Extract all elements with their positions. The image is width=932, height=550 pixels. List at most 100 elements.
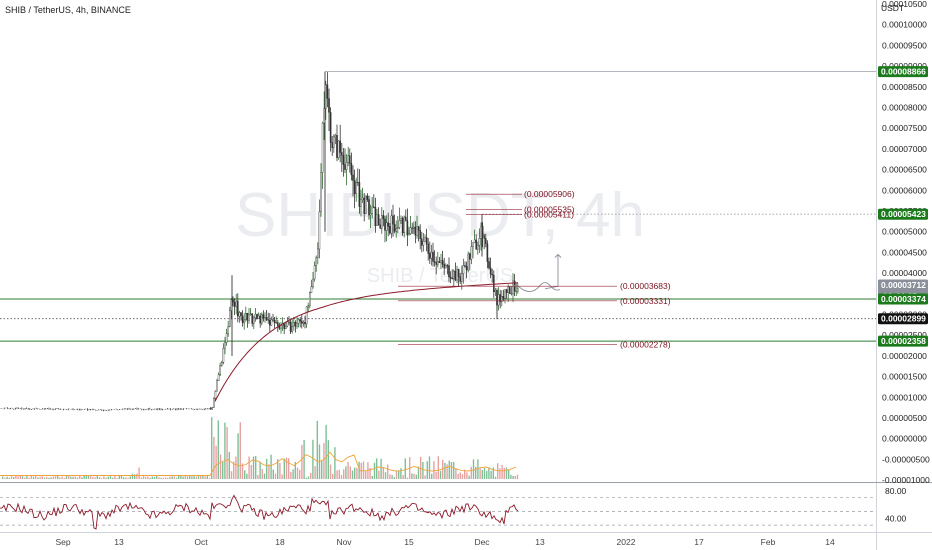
volume-bar xyxy=(118,475,120,479)
candle-body xyxy=(262,314,265,319)
volume-bar xyxy=(266,458,268,479)
volume-bar xyxy=(158,477,160,479)
volume-bar xyxy=(204,476,206,479)
volume-bar xyxy=(37,477,39,479)
currency-label: USDT xyxy=(881,3,904,13)
volume-bar xyxy=(420,456,422,479)
volume-bar xyxy=(186,476,189,479)
volume-bar xyxy=(499,468,501,479)
horizontal-levels[interactable] xyxy=(0,71,876,342)
candle-body xyxy=(377,214,380,226)
candle-body xyxy=(416,226,418,236)
candle-body xyxy=(373,206,375,208)
candle-body xyxy=(217,374,220,381)
volume-bar xyxy=(32,476,35,479)
volume-bar xyxy=(494,476,497,479)
candle-body xyxy=(309,292,311,307)
volume-bar xyxy=(437,456,439,479)
volume-bar xyxy=(28,477,30,479)
time-axis-label: Sep xyxy=(55,537,70,547)
volume-bar xyxy=(116,477,118,479)
candle-body xyxy=(424,237,426,242)
volume-bar xyxy=(512,475,514,479)
volume-bar xyxy=(79,475,81,479)
volume-bar xyxy=(129,476,131,479)
volume-bar xyxy=(120,476,123,479)
candle-body xyxy=(381,215,383,229)
volume-bar xyxy=(54,476,57,479)
candle-body xyxy=(331,142,334,148)
volume-bar xyxy=(312,439,314,479)
candle-body xyxy=(285,326,287,330)
volume-bar xyxy=(52,476,54,479)
time-axis-label: 2022 xyxy=(617,537,636,547)
price-axis-label: 0.00009500 xyxy=(882,40,927,50)
candle-body xyxy=(256,314,258,319)
time-axis[interactable]: Sep 13 Oct 18 Nov 15 Dec 13 2022 17 Feb 14 xyxy=(55,537,835,547)
candle-body xyxy=(483,235,486,239)
price-tag-label: 0.00002358 xyxy=(881,336,926,346)
fib-annotations[interactable]: (0.00005906) (0.00005535)(0.00005411) (0.0… xyxy=(398,189,671,349)
volume-bar xyxy=(153,477,156,479)
volume-bar xyxy=(371,476,373,479)
time-axis-label: Feb xyxy=(761,537,776,547)
candle-body xyxy=(313,265,316,280)
candle-body xyxy=(212,398,215,408)
candle-body xyxy=(385,222,388,231)
volume-bar xyxy=(125,477,127,479)
volume-bar xyxy=(402,475,404,479)
volume-bar xyxy=(244,470,246,479)
volume-bar xyxy=(356,467,358,479)
candle-body xyxy=(336,134,338,158)
volume-bar xyxy=(384,472,387,479)
volume-bar xyxy=(387,464,389,479)
volume-bar xyxy=(327,440,329,479)
volume-bar xyxy=(226,427,228,479)
volume-bar xyxy=(310,472,312,479)
volume-bar xyxy=(285,457,288,479)
candle-body xyxy=(400,218,402,221)
volume-bar xyxy=(307,476,310,479)
candle-body xyxy=(445,265,447,269)
volume-bar xyxy=(123,477,125,479)
candle-body xyxy=(254,314,257,319)
candle-body xyxy=(227,326,230,334)
candle-body xyxy=(425,237,428,245)
candle-body xyxy=(464,265,466,267)
candle-body xyxy=(485,238,487,244)
volume-bar xyxy=(316,420,318,479)
volume-bar xyxy=(393,477,395,479)
candle-body xyxy=(376,214,378,227)
volume-bar xyxy=(444,462,446,479)
volume-bar xyxy=(136,473,138,479)
volume-bar xyxy=(191,476,193,479)
candle-body xyxy=(379,224,382,229)
candle-body xyxy=(392,215,394,225)
volume-bar xyxy=(329,464,332,479)
candle-body xyxy=(318,211,321,250)
volume-bar xyxy=(292,469,294,479)
candle-body xyxy=(414,226,417,236)
candle-body xyxy=(240,312,242,317)
volume-bar xyxy=(343,469,345,479)
price-axis-label: 0.00007000 xyxy=(882,144,927,154)
time-axis-label: 13 xyxy=(114,537,124,547)
volume-bar xyxy=(127,477,129,479)
price-axis-label: 0.00002500 xyxy=(882,330,927,340)
candle-body xyxy=(477,245,479,250)
candle-body xyxy=(272,319,274,321)
candle-body xyxy=(478,238,481,246)
volume-bar xyxy=(250,465,252,479)
volume-bar xyxy=(398,470,400,479)
candle-body xyxy=(357,182,359,184)
candle-body xyxy=(517,288,519,292)
candle-body xyxy=(252,317,255,324)
candle-body xyxy=(299,319,302,322)
volume-bar xyxy=(200,476,202,479)
volume-bar xyxy=(241,463,244,479)
candle-body xyxy=(350,163,353,176)
volume-bar xyxy=(26,475,28,479)
volume-bar xyxy=(184,475,186,479)
fib-level-label: (0.00005411) xyxy=(524,210,574,220)
